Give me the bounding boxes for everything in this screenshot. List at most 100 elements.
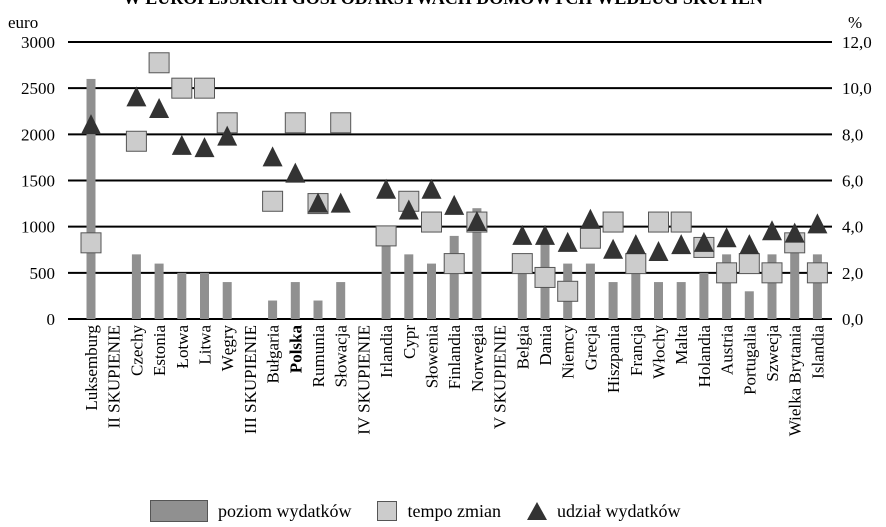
- square-marker: [534, 266, 556, 288]
- bar: [449, 235, 459, 319]
- square-marker: [806, 262, 828, 284]
- x-tick-label: Francja: [627, 325, 646, 376]
- bar: [676, 282, 686, 319]
- bar: [767, 254, 777, 319]
- x-tick-label: Holandia: [695, 325, 714, 388]
- triangle-marker: [421, 178, 442, 199]
- x-tick-label: Portugalia: [740, 325, 759, 395]
- square-marker: [761, 262, 783, 284]
- x-tick-label: Litwa: [196, 325, 215, 365]
- x-tick-label: V SKUPIENIE: [491, 325, 510, 429]
- bar: [86, 78, 96, 319]
- y-right-tick-label: 0,0: [842, 310, 863, 329]
- x-tick-label: Norwegia: [468, 325, 487, 392]
- x-tick-label: Węgry: [218, 325, 237, 372]
- legend-item-triangles: udział wydatków: [526, 500, 681, 522]
- left-axis-unit: euro: [8, 13, 39, 32]
- y-right-tick-label: 6,0: [842, 172, 863, 191]
- bar: [744, 291, 754, 319]
- x-tick-label: Słowacja: [332, 325, 351, 388]
- square-marker: [284, 112, 306, 134]
- triangle-marker: [716, 227, 737, 248]
- square-marker: [557, 280, 579, 302]
- triangle-marker: [308, 192, 328, 213]
- legend-item-squares: tempo zmian: [377, 500, 501, 522]
- triangle-marker: [398, 199, 419, 220]
- triangle-marker: [512, 224, 533, 245]
- bar: [427, 263, 436, 319]
- x-tick-label: Grecja: [581, 325, 600, 371]
- bar: [381, 245, 391, 319]
- bar: [290, 282, 300, 319]
- legend-triangle-icon: [526, 502, 547, 520]
- bar: [790, 235, 800, 319]
- x-tick-label: Bułgaria: [264, 325, 283, 384]
- square-marker: [194, 77, 215, 99]
- bar: [177, 272, 187, 319]
- bar: [699, 272, 709, 319]
- legend-label-triangles: udział wydatków: [556, 500, 681, 521]
- square-marker: [511, 253, 533, 275]
- x-tick-label: Wielka Brytania: [786, 325, 805, 437]
- y-left-tick-label: 2000: [21, 125, 55, 144]
- square-marker: [738, 253, 760, 275]
- triangle-marker: [739, 234, 760, 255]
- triangle-marker: [171, 134, 192, 155]
- y-right-tick-label: 12,0: [842, 33, 872, 52]
- triangle-marker: [693, 231, 714, 252]
- x-tick-label: Belgia: [513, 325, 532, 370]
- square-marker: [375, 225, 397, 247]
- bar: [200, 272, 209, 319]
- bar: [585, 263, 595, 319]
- right-axis-unit: %: [848, 13, 863, 32]
- bar: [336, 282, 346, 319]
- x-tick-label: Luksemburg: [82, 325, 101, 411]
- bar: [608, 282, 618, 319]
- x-tick-label: Niemcy: [559, 325, 578, 379]
- legend-bar-swatch: [150, 500, 208, 522]
- triangle-marker: [444, 194, 465, 215]
- bar: [631, 272, 641, 319]
- y-right-tick-label: 4,0: [842, 218, 863, 237]
- legend-label-bars: poziom wydatków: [218, 500, 352, 521]
- y-right-tick-label: 2,0: [842, 264, 863, 283]
- square-marker: [125, 130, 147, 152]
- triangle-marker: [580, 208, 601, 229]
- triangle-marker: [603, 238, 624, 259]
- legend-square-swatch: [377, 501, 398, 521]
- y-left-tick-label: 2500: [21, 79, 55, 98]
- triangle-marker: [557, 231, 578, 252]
- triangle-marker: [807, 213, 828, 234]
- x-tick-label: Łotwa: [173, 325, 192, 369]
- bar: [313, 300, 323, 319]
- triangle-marker: [625, 234, 646, 255]
- triangle-marker: [126, 86, 147, 107]
- legend: poziom wydatków tempo zmian udział wydat…: [150, 499, 706, 523]
- bar: [472, 208, 482, 319]
- square-marker: [330, 112, 352, 134]
- square-marker: [602, 211, 624, 233]
- triangle-marker: [194, 137, 215, 158]
- y-left-tick-label: 1000: [21, 218, 55, 237]
- triangle-marker: [671, 234, 692, 255]
- chart-title: W EUROPEJSKICH GOSPODARSTWACH DOMOWYCH W…: [0, 0, 886, 9]
- y-right-tick-label: 8,0: [842, 125, 863, 144]
- triangle-marker: [149, 97, 170, 118]
- square-marker: [670, 211, 692, 233]
- y-left-tick-label: 3000: [21, 33, 55, 52]
- triangle-marker: [330, 192, 351, 213]
- square-marker: [579, 227, 601, 249]
- x-tick-label: III SKUPIENIE: [241, 325, 260, 434]
- bar: [404, 254, 414, 319]
- legend-label-squares: tempo zmian: [407, 500, 501, 521]
- x-tick-label: Islandia: [808, 325, 827, 379]
- square-marker: [262, 190, 284, 212]
- x-tick-label: Dania: [536, 325, 555, 366]
- x-tick-label: Czechy: [127, 325, 146, 376]
- square-marker: [171, 77, 193, 99]
- x-tick-label: Polska: [286, 325, 305, 374]
- triangle-marker: [784, 222, 805, 243]
- triangle-marker: [535, 224, 555, 245]
- square-marker: [421, 211, 442, 233]
- bar: [222, 282, 232, 319]
